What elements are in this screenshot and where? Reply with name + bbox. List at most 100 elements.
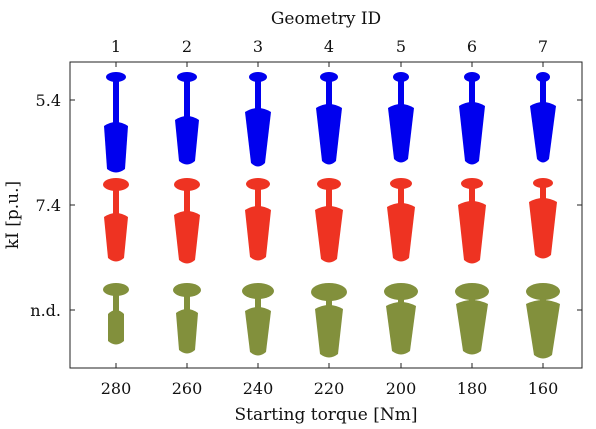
slot-neck <box>184 296 190 310</box>
slot-top <box>390 178 412 189</box>
slot-top <box>311 283 347 301</box>
slot-neck <box>184 81 190 117</box>
slot-neck <box>469 81 475 103</box>
x-tick-label: 240 <box>243 379 274 398</box>
slot-top <box>173 283 201 297</box>
slot-neck <box>255 189 261 207</box>
slot-top <box>242 283 274 299</box>
slot-body <box>245 307 271 356</box>
slot-shape <box>458 178 486 264</box>
x2-tick-label: 4 <box>324 37 334 56</box>
slot-top <box>320 72 338 82</box>
slot-body <box>104 213 128 262</box>
x-tick-label: 260 <box>172 379 203 398</box>
slot-body <box>456 300 488 355</box>
slot-body <box>386 302 416 355</box>
y-tick-label: n.d. <box>30 301 61 320</box>
slot-body <box>245 108 271 167</box>
x2-tick-label: 2 <box>182 37 192 56</box>
slot-top <box>103 178 129 191</box>
slot-top <box>455 283 489 300</box>
x-tick-label: 280 <box>101 379 132 398</box>
x-tick-label: 220 <box>314 379 345 398</box>
slot-top <box>106 72 126 82</box>
slot-body <box>315 206 343 263</box>
slot-shape <box>384 283 418 355</box>
y-tick-label: 5.4 <box>36 91 61 110</box>
slot-shape <box>173 283 201 354</box>
slot-shape <box>529 178 557 259</box>
slot-top <box>177 72 197 82</box>
slot-neck <box>469 188 475 202</box>
x-tick-label: 200 <box>386 379 417 398</box>
slot-top <box>174 178 200 191</box>
slot-neck <box>255 298 261 308</box>
slot-neck <box>255 81 261 109</box>
slot-neck <box>398 299 404 303</box>
slot-body <box>529 198 557 259</box>
slot-neck <box>398 188 404 204</box>
slot-shape <box>315 178 343 263</box>
x2-tick-label: 7 <box>538 37 548 56</box>
slot-body <box>176 309 198 354</box>
axis-ticks: 280 260 240 220 200 180 160 1 2 3 4 5 6 7 5.4 7.4 n.d. <box>30 37 582 398</box>
slot-top <box>533 178 553 188</box>
slot-top <box>384 283 418 300</box>
slot-top <box>103 283 129 296</box>
slot-body <box>108 310 124 345</box>
slot-body <box>315 305 343 358</box>
slot-body <box>174 211 200 264</box>
x2-tick-label: 1 <box>111 37 121 56</box>
slot-body <box>387 203 415 262</box>
slot-neck <box>540 81 546 103</box>
slot-shape <box>311 283 347 358</box>
slot-body <box>530 102 556 163</box>
slot-neck <box>540 187 546 199</box>
slot-shape <box>526 283 560 359</box>
slot-shape <box>245 72 271 167</box>
plot-frame <box>69 61 583 369</box>
slot-neck <box>326 189 332 207</box>
slot-shape <box>242 283 274 356</box>
slot-shape <box>175 72 199 165</box>
slot-body <box>175 116 199 165</box>
x2-axis-label: Geometry ID <box>271 9 381 29</box>
slot-body <box>388 104 414 163</box>
slot-body <box>458 201 486 264</box>
slot-neck <box>113 81 119 123</box>
slot-body <box>104 122 128 173</box>
slot-body <box>316 104 342 165</box>
slot-top <box>536 72 550 82</box>
slot-top <box>249 72 267 82</box>
slot-shape <box>103 283 129 345</box>
slot-body <box>459 102 485 165</box>
slot-shape <box>245 178 271 261</box>
x-axis-label: Starting torque [Nm] <box>235 405 418 425</box>
slot-shape <box>103 178 129 262</box>
slot-shape <box>387 178 415 262</box>
slot-neck <box>326 300 332 306</box>
y-tick-label: 7.4 <box>36 196 61 215</box>
slot-top <box>461 178 483 189</box>
slot-top <box>317 178 341 190</box>
x-tick-label: 160 <box>528 379 559 398</box>
slot-shape <box>388 72 414 163</box>
y-axis-label: kI [p.u.] <box>3 181 23 249</box>
slot-shape <box>104 72 128 173</box>
slot-shape <box>455 283 489 355</box>
slot-neck <box>113 190 119 214</box>
slot-neck <box>184 190 190 212</box>
slot-shape <box>459 72 485 165</box>
slot-shape <box>530 72 556 163</box>
slot-shapes <box>103 72 560 359</box>
x2-tick-label: 6 <box>467 37 477 56</box>
slot-neck <box>113 295 119 311</box>
x2-tick-label: 5 <box>396 37 406 56</box>
slot-body <box>526 300 560 359</box>
slot-shape <box>174 178 200 264</box>
slot-neck <box>398 81 404 105</box>
x2-tick-label: 3 <box>253 37 263 56</box>
slot-top <box>393 72 409 82</box>
slot-top <box>526 283 560 300</box>
